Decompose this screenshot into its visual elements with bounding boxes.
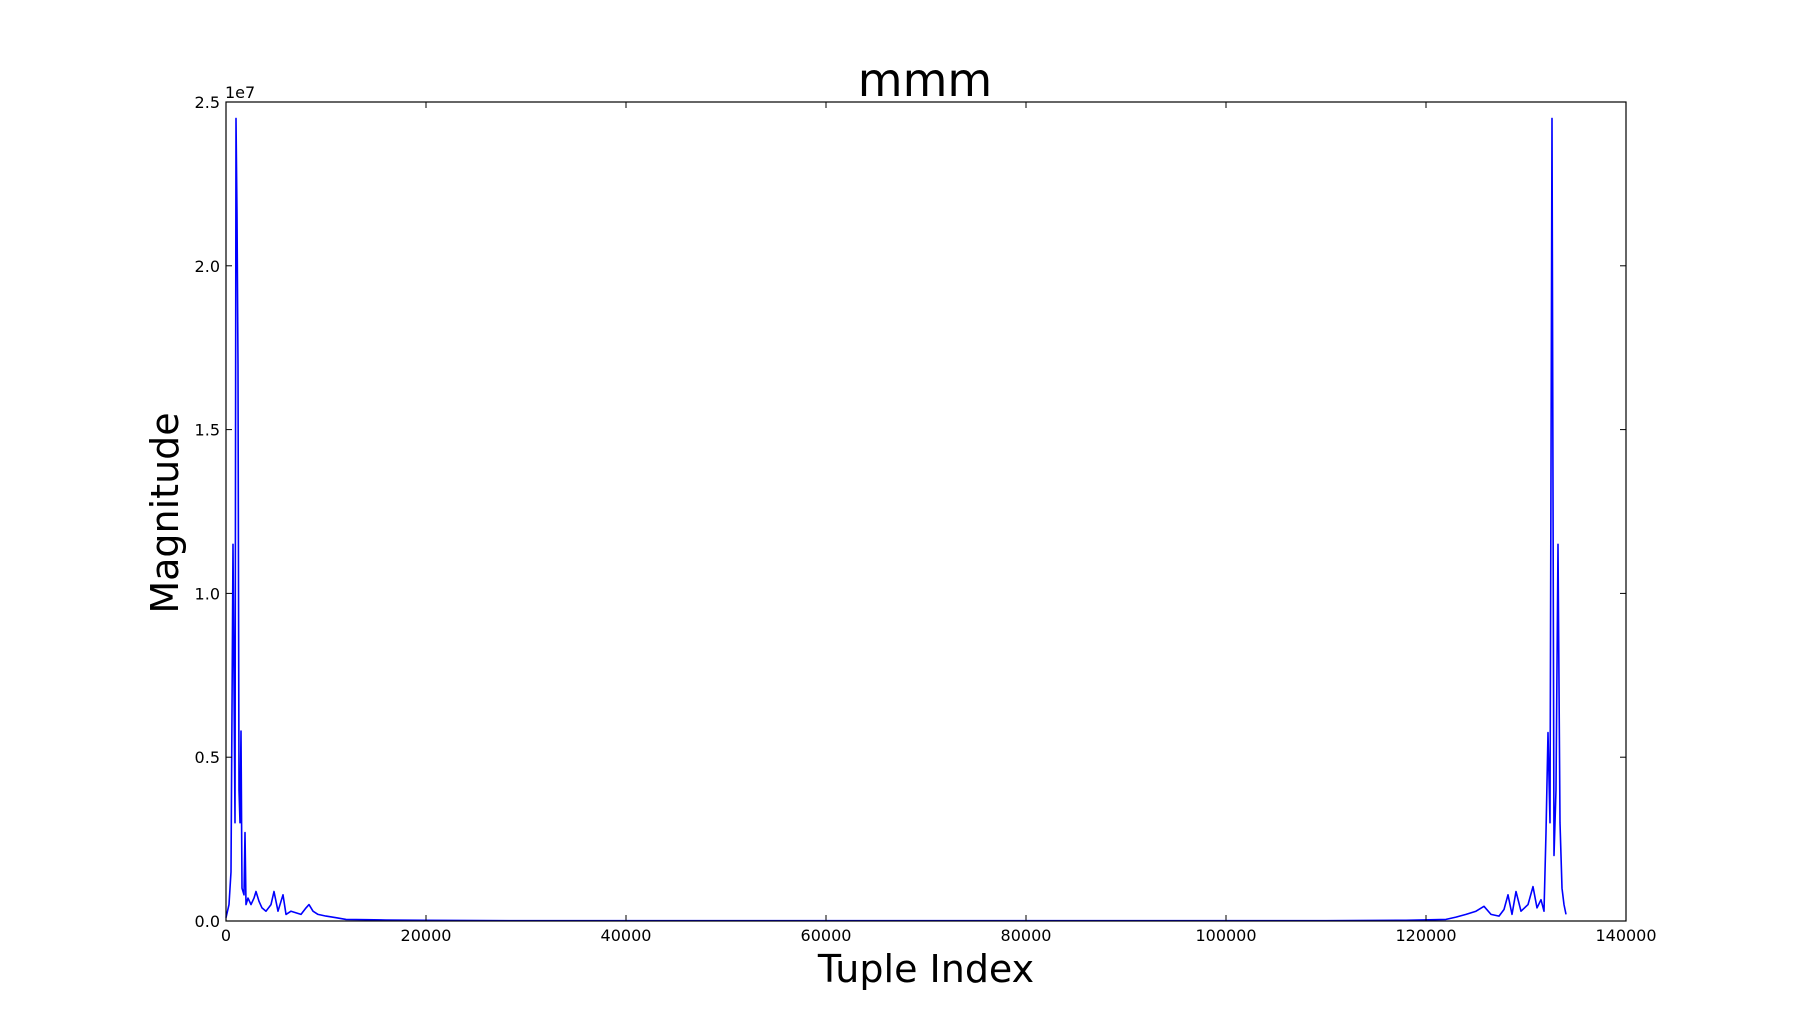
x-axis-label: Tuple Index — [817, 947, 1034, 991]
x-tick-label: 0 — [221, 926, 231, 945]
y-tick-label: 1.0 — [195, 584, 220, 603]
axes-frame — [225, 101, 1627, 922]
y-tick-label: 0.5 — [195, 748, 220, 767]
x-tick-label: 140000 — [1595, 926, 1656, 945]
x-axis-ticks: 0 20000 40000 60000 80000 100000 120000 140000 — [221, 102, 1657, 945]
x-tick-label: 120000 — [1395, 926, 1456, 945]
series-line — [225, 117, 1567, 922]
x-tick-label: 60000 — [801, 926, 852, 945]
x-tick-label: 20000 — [401, 926, 452, 945]
y-tick-label: 1.5 — [195, 421, 220, 440]
y-offset-label: 1e7 — [225, 83, 255, 102]
y-tick-label: 2.0 — [195, 257, 220, 276]
y-tick-label: 2.5 — [195, 93, 220, 112]
x-tick-label: 80000 — [1001, 926, 1052, 945]
y-axis-ticks: 0.0 0.5 1.0 1.5 2.0 2.5 — [195, 93, 1626, 931]
y-tick-label: 0.0 — [195, 912, 220, 931]
plot-area — [225, 117, 1567, 922]
x-tick-label: 100000 — [1195, 926, 1256, 945]
chart-title: mmm — [858, 53, 992, 107]
x-tick-label: 40000 — [601, 926, 652, 945]
y-axis-label: Magnitude — [143, 412, 187, 613]
